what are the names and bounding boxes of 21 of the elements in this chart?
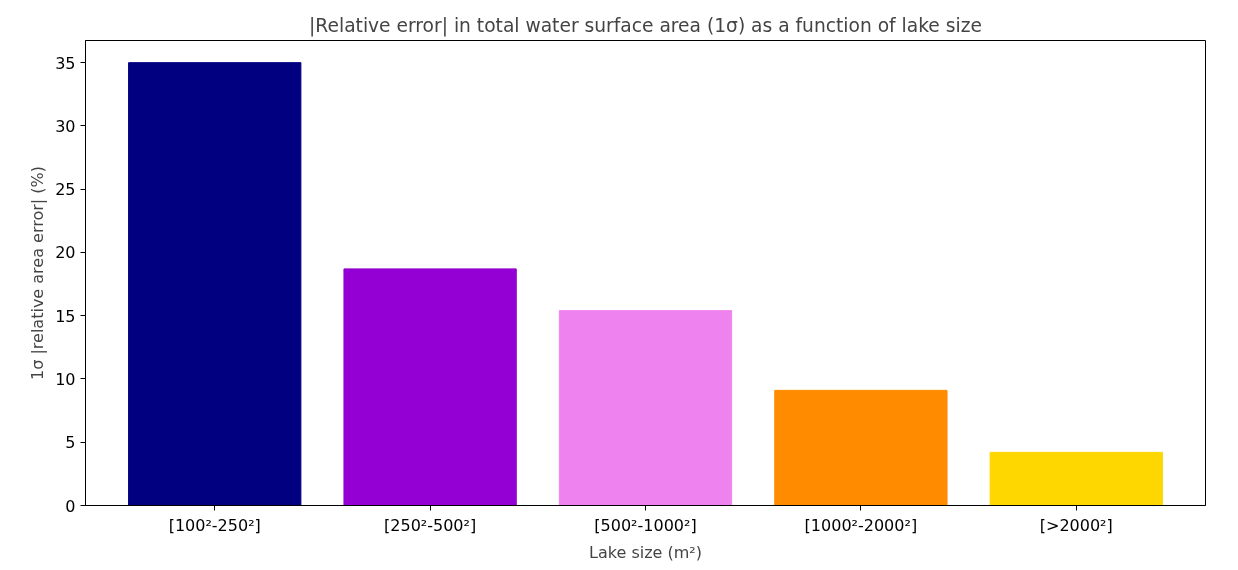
y-axis-title: 1σ |relative area error| (%) xyxy=(28,166,48,380)
x-tick-label: [250²-500²] xyxy=(384,515,477,535)
y-tick-label: 30 xyxy=(55,116,76,136)
bar xyxy=(774,389,948,506)
y-tick-label: 35 xyxy=(55,53,76,73)
bar xyxy=(989,451,1163,506)
y-tick-label: 0 xyxy=(65,496,76,516)
y-tick-label: 10 xyxy=(55,369,76,389)
x-tick-label: [>2000²] xyxy=(1039,515,1113,535)
y-tick-label: 20 xyxy=(55,243,76,263)
bar xyxy=(343,268,517,506)
x-tick-label: [1000²-2000²] xyxy=(804,515,918,535)
chart-title: |Relative error| in total water surface area (1σ) as a function of lake size xyxy=(309,14,982,37)
y-tick-label: 25 xyxy=(55,180,76,200)
x-axis-title: Lake size (m²) xyxy=(589,542,702,562)
x-tick-label: [100²-250²] xyxy=(168,515,261,535)
y-tick-label: 5 xyxy=(65,433,76,453)
y-tick-label: 15 xyxy=(55,306,76,326)
bar xyxy=(128,62,302,506)
bar xyxy=(558,310,733,506)
x-tick-label: [500²-1000²] xyxy=(594,515,697,535)
